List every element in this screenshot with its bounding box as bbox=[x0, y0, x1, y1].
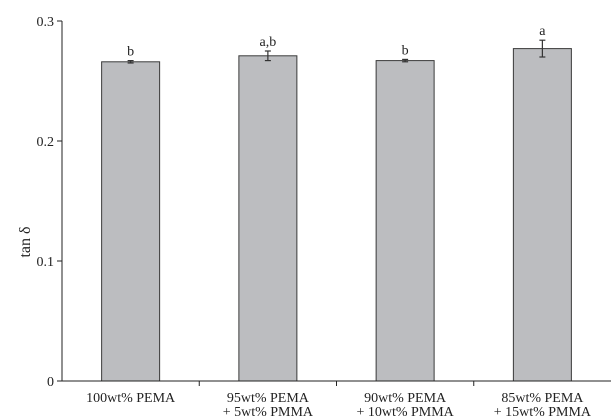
bar bbox=[512, 48, 572, 382]
bars-layer bbox=[101, 39, 572, 382]
y-tick-label: 0.2 bbox=[37, 135, 55, 150]
significance-label: b bbox=[402, 43, 409, 58]
bar bbox=[375, 60, 435, 382]
axes-layer bbox=[57, 20, 611, 386]
error-bar bbox=[127, 59, 134, 64]
significance-label: a,b bbox=[260, 35, 277, 50]
bar bbox=[101, 61, 161, 382]
x-tick-label-line: 100wt% PEMA bbox=[86, 391, 176, 406]
x-tick-label-line: + 15wt% PMMA bbox=[494, 405, 592, 419]
x-tick-label: 95wt% PEMA + 5wt% PMMA bbox=[223, 391, 314, 419]
significance-label: b bbox=[127, 45, 134, 60]
labels-layer: b 100wt% PEMA a,b 95wt% PEMA + 5wt% PMMA b 90w… bbox=[37, 15, 592, 419]
error-bar bbox=[402, 58, 409, 63]
x-tick-label-line: 85wt% PEMA bbox=[501, 391, 584, 406]
significance-label: a bbox=[539, 24, 546, 39]
y-tick-label: 0.3 bbox=[37, 15, 55, 30]
x-tick-label-line: 90wt% PEMA bbox=[364, 391, 447, 406]
y-tick-label: 0 bbox=[47, 375, 54, 390]
x-tick-label-line: + 10wt% PMMA bbox=[356, 405, 454, 419]
x-tick-label: 90wt% PEMA + 10wt% PMMA bbox=[356, 391, 454, 419]
x-tick-label: 100wt% PEMA bbox=[86, 391, 176, 406]
x-tick-label-line: 95wt% PEMA bbox=[227, 391, 310, 406]
x-tick-label: 85wt% PEMA + 15wt% PMMA bbox=[494, 391, 592, 419]
y-axis-title: tan δ bbox=[17, 226, 34, 257]
error-bar bbox=[264, 50, 271, 62]
x-tick-label-line: + 5wt% PMMA bbox=[223, 405, 314, 419]
y-tick-label: 0.1 bbox=[37, 255, 55, 270]
bar bbox=[238, 55, 298, 382]
error-bar bbox=[539, 39, 546, 58]
